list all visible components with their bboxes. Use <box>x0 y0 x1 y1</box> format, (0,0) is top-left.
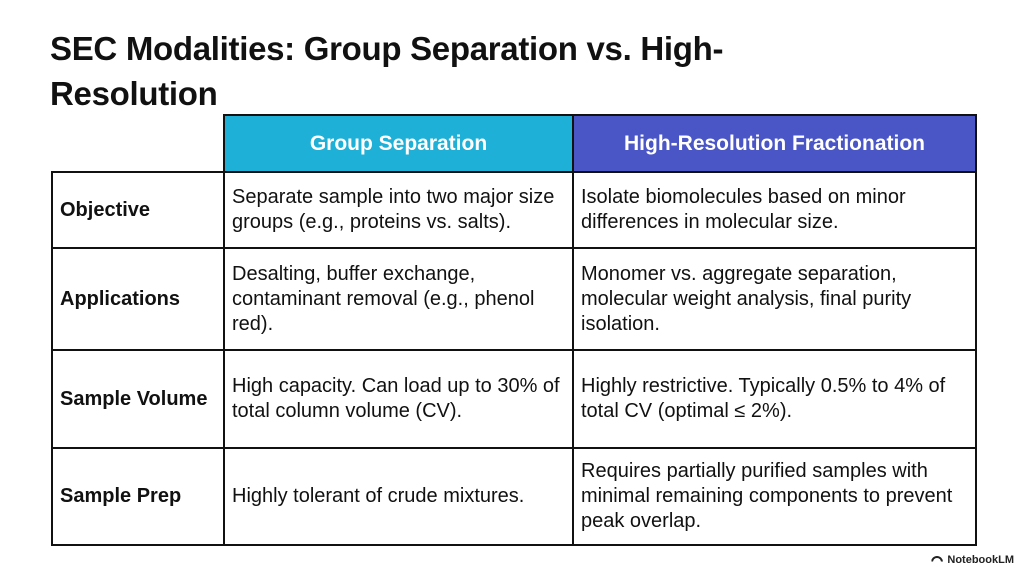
cell-applications-group: Desalting, buffer exchange, contaminant … <box>223 247 574 351</box>
row-header-applications: Applications <box>51 247 225 351</box>
cell-applications-hires: Monomer vs. aggregate separation, molecu… <box>572 247 977 351</box>
cell-sample-volume-hires: Highly restrictive. Typically 0.5% to 4%… <box>572 349 977 449</box>
column-header-group-separation: Group Separation <box>223 114 574 173</box>
brand-label: NotebookLM <box>947 554 1014 566</box>
row-header-objective: Objective <box>51 171 225 249</box>
cell-objective-group: Separate sample into two major size grou… <box>223 171 574 249</box>
table-row: Applications Desalting, buffer exchange,… <box>51 247 977 351</box>
notebooklm-logo-icon <box>931 556 943 565</box>
cell-objective-hires: Isolate biomolecules based on minor diff… <box>572 171 977 249</box>
column-header-high-resolution: High-Resolution Fractionation <box>572 114 977 173</box>
cell-sample-prep-group: Highly tolerant of crude mixtures. <box>223 447 574 546</box>
brand-watermark: NotebookLM <box>931 554 1014 566</box>
cell-sample-prep-hires: Requires partially purified samples with… <box>572 447 977 546</box>
table-row: Sample Prep Highly tolerant of crude mix… <box>51 447 977 546</box>
cell-sample-volume-group: High capacity. Can load up to 30% of tot… <box>223 349 574 449</box>
table-row: Sample Volume High capacity. Can load up… <box>51 349 977 449</box>
table-corner <box>52 115 224 173</box>
comparison-table: Group Separation High-Resolution Fractio… <box>51 114 977 546</box>
page-title: SEC Modalities: Group Separation vs. Hig… <box>50 30 724 112</box>
table-row: Objective Separate sample into two major… <box>51 171 977 249</box>
row-header-sample-volume: Sample Volume <box>51 349 225 449</box>
row-header-sample-prep: Sample Prep <box>51 447 225 546</box>
